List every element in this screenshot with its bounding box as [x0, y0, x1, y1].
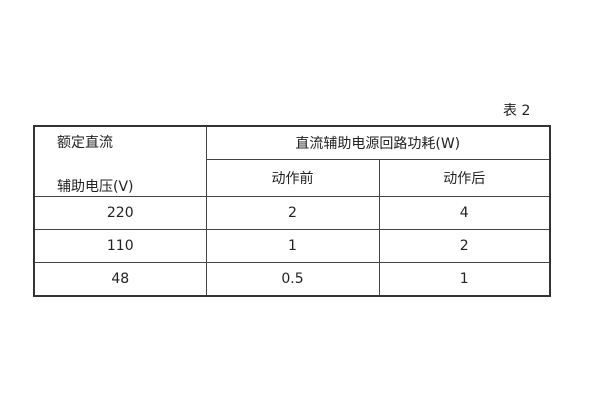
- cell-before: 0.5: [205, 262, 380, 296]
- cell-before: 1: [205, 229, 380, 263]
- cell-voltage: 110: [33, 229, 207, 263]
- subheader-row: 动作前 动作后: [34, 159, 551, 197]
- cell-after: 2: [378, 229, 551, 263]
- subheader-before: 动作前: [205, 159, 380, 197]
- header-row: 额定直流 辅助电压(V) 直流辅助电源回路功耗(W): [33, 125, 551, 197]
- table-row: 110 1 2: [33, 229, 551, 263]
- stub-header-line: 辅助电压(V): [57, 179, 134, 195]
- table-caption: 表 2: [503, 103, 531, 119]
- group-header: 直流辅助电源回路功耗(W): [205, 125, 551, 161]
- cell-after: 1: [378, 262, 551, 296]
- table-row: 220 2 4: [33, 196, 551, 230]
- cell-voltage: 220: [33, 196, 207, 230]
- cell-voltage: 48: [33, 262, 207, 296]
- table-row: 48 0.5 1: [33, 262, 551, 296]
- cell-before: 2: [205, 196, 380, 230]
- subheader-after: 动作后: [378, 159, 551, 197]
- stub-header-line: 额定直流: [57, 135, 113, 151]
- power-consumption-table: 额定直流 辅助电压(V) 直流辅助电源回路功耗(W) 动作前 动作后 220 2…: [33, 125, 551, 297]
- cell-after: 4: [378, 196, 551, 230]
- stub-header: 额定直流 辅助电压(V): [33, 125, 207, 197]
